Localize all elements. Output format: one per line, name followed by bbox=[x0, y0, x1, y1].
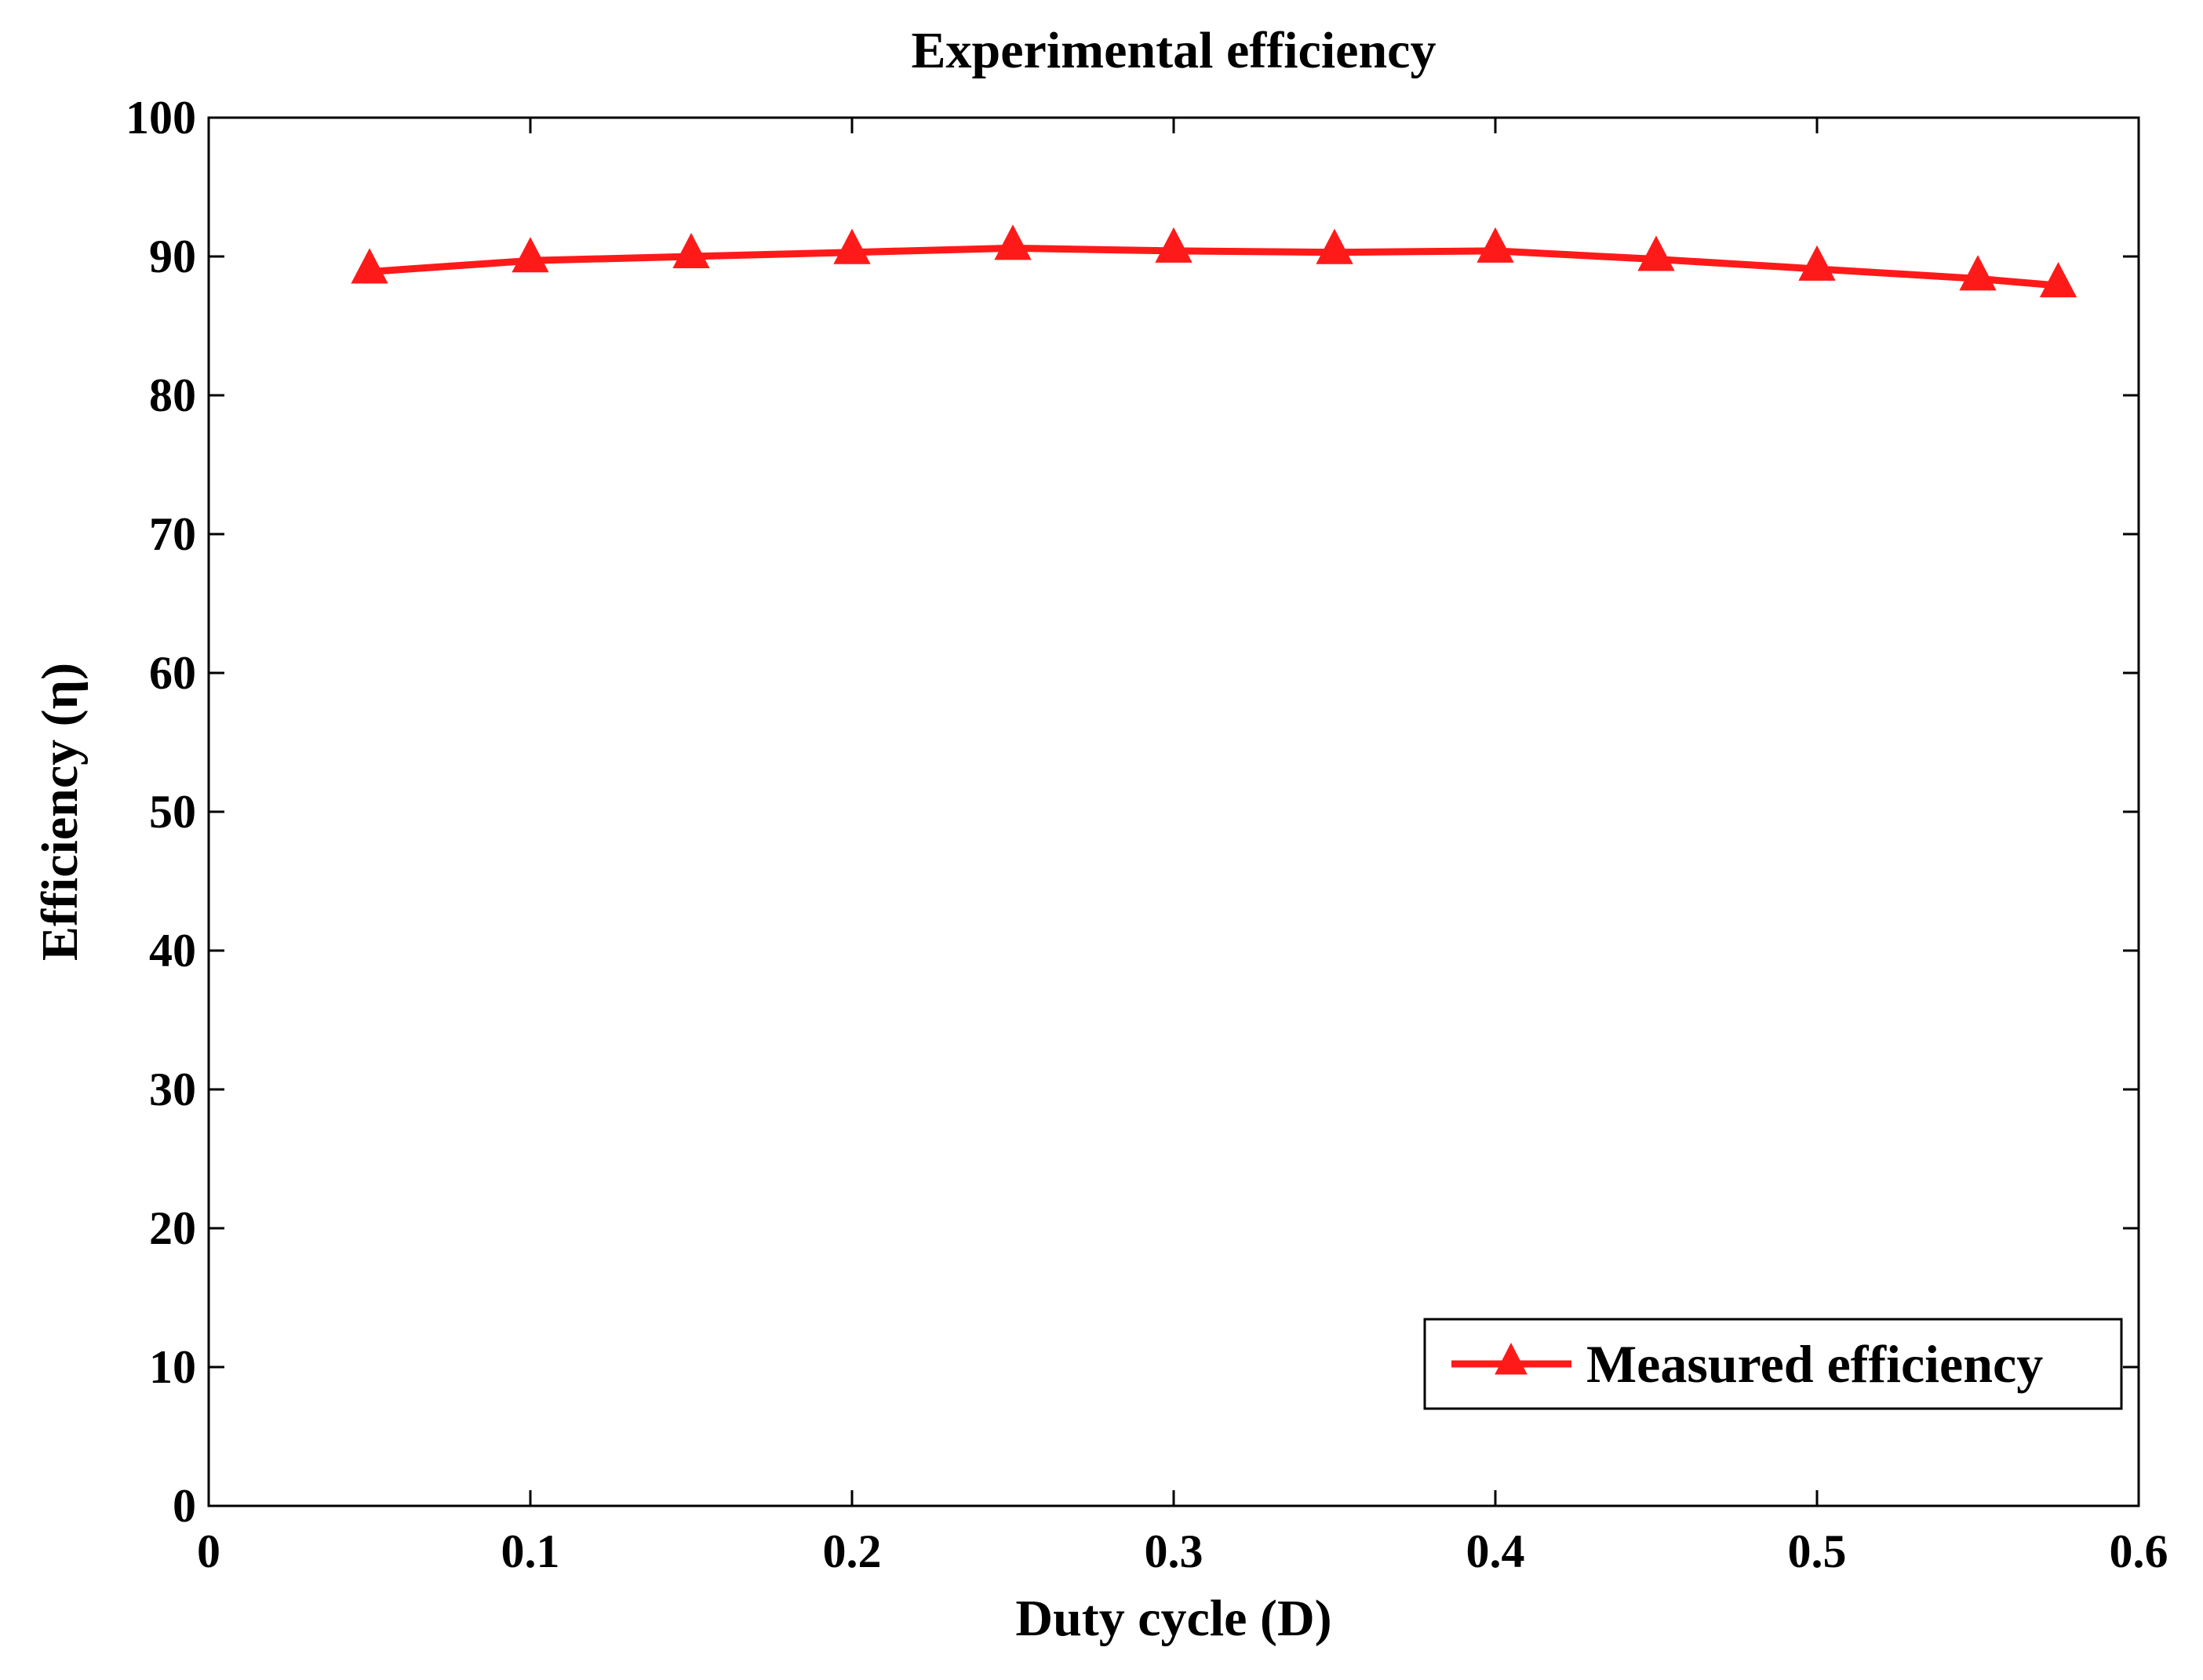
axis-ticks bbox=[207, 116, 2140, 1507]
data-point-marker bbox=[1798, 245, 1836, 281]
data-point-marker bbox=[1959, 255, 1997, 291]
y-tick-label: 0 bbox=[173, 1480, 196, 1532]
y-tick-label: 70 bbox=[149, 508, 196, 560]
x-tick-labels: 0 0.1 0.2 0.3 0.4 0.5 0.6 bbox=[197, 1525, 2168, 1577]
series-layer bbox=[351, 224, 2077, 298]
y-tick-label: 50 bbox=[149, 786, 196, 838]
y-axis-label: Efficiency (η) bbox=[31, 663, 89, 961]
x-tick-label: 0.1 bbox=[501, 1525, 560, 1577]
x-tick-label: 0.3 bbox=[1145, 1525, 1203, 1577]
y-tick-label: 80 bbox=[149, 369, 196, 421]
y-tick-labels: 0 10 20 30 40 50 60 70 80 90 100 bbox=[126, 92, 196, 1532]
y-tick-label: 90 bbox=[149, 231, 196, 282]
data-point-marker bbox=[1155, 227, 1193, 263]
chart-title: Experimental efficiency bbox=[912, 22, 1437, 79]
data-point-marker bbox=[2039, 262, 2077, 298]
y-tick-label: 60 bbox=[149, 647, 196, 699]
legend-marker-triangle bbox=[1495, 1342, 1528, 1375]
legend-label: Measured efficiency bbox=[1586, 1334, 2043, 1394]
y-tick-label: 40 bbox=[149, 925, 196, 976]
x-axis-label: Duty cycle (D) bbox=[1015, 1590, 1331, 1647]
data-point-marker bbox=[1477, 227, 1514, 263]
x-tick-label: 0 bbox=[197, 1525, 220, 1577]
data-point-marker bbox=[672, 232, 710, 268]
data-point-marker bbox=[512, 237, 549, 273]
data-point-marker bbox=[1316, 228, 1353, 264]
data-point-marker bbox=[833, 228, 871, 264]
x-tick-label: 0.2 bbox=[823, 1525, 882, 1577]
series-line-measured-efficiency bbox=[369, 244, 2059, 289]
y-tick-label: 20 bbox=[149, 1202, 196, 1254]
y-tick-label: 100 bbox=[126, 92, 196, 144]
x-tick-label: 0.4 bbox=[1466, 1525, 1525, 1577]
y-tick-label: 30 bbox=[149, 1064, 196, 1115]
data-point-marker bbox=[351, 248, 388, 284]
y-tick-label: 10 bbox=[149, 1341, 196, 1393]
data-point-marker bbox=[994, 224, 1032, 260]
data-point-marker bbox=[1637, 235, 1675, 271]
x-tick-label: 0.6 bbox=[2110, 1525, 2168, 1577]
legend: Measured efficiency bbox=[1423, 1318, 2123, 1410]
x-tick-label: 0.5 bbox=[1788, 1525, 1847, 1577]
